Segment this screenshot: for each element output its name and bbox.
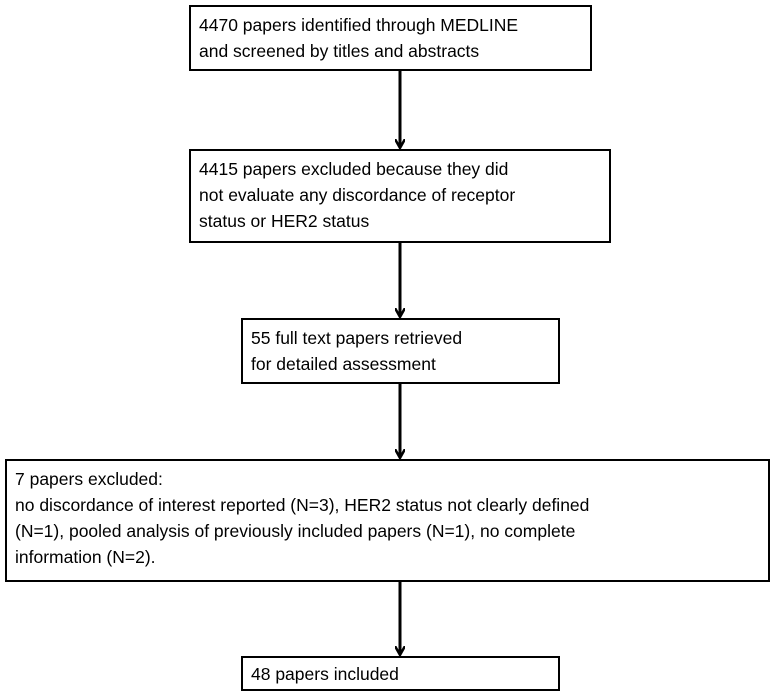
box-text: status or HER2 status (199, 211, 370, 231)
box: 48 papers included (241, 656, 560, 691)
box-text: no discordance of interest reported (N=3… (15, 495, 590, 515)
box: 4470 papers identified through MEDLINE a… (189, 5, 592, 71)
box-text: 55 full text papers retrieved (251, 328, 463, 348)
box-text: 7 papers excluded: (15, 469, 163, 489)
box-text: 4470 papers identified through MEDLINE (199, 15, 519, 35)
box-text: for detailed assessment (251, 354, 436, 374)
box: 55 full text papers retrieved for detail… (241, 318, 560, 384)
box-text: (N=1), pooled analysis of previously inc… (15, 521, 576, 541)
box-text: not evaluate any discordance of receptor (199, 185, 516, 205)
box-text: 4415 papers excluded because they did (199, 159, 509, 179)
box: 4415 papers excluded because they did no… (189, 149, 611, 243)
box: 7 papers excluded: no discordance of int… (5, 459, 770, 582)
box-text: and screened by titles and abstracts (199, 41, 480, 61)
box-text: 48 papers included (251, 664, 399, 684)
box-text: information (N=2). (15, 547, 156, 567)
